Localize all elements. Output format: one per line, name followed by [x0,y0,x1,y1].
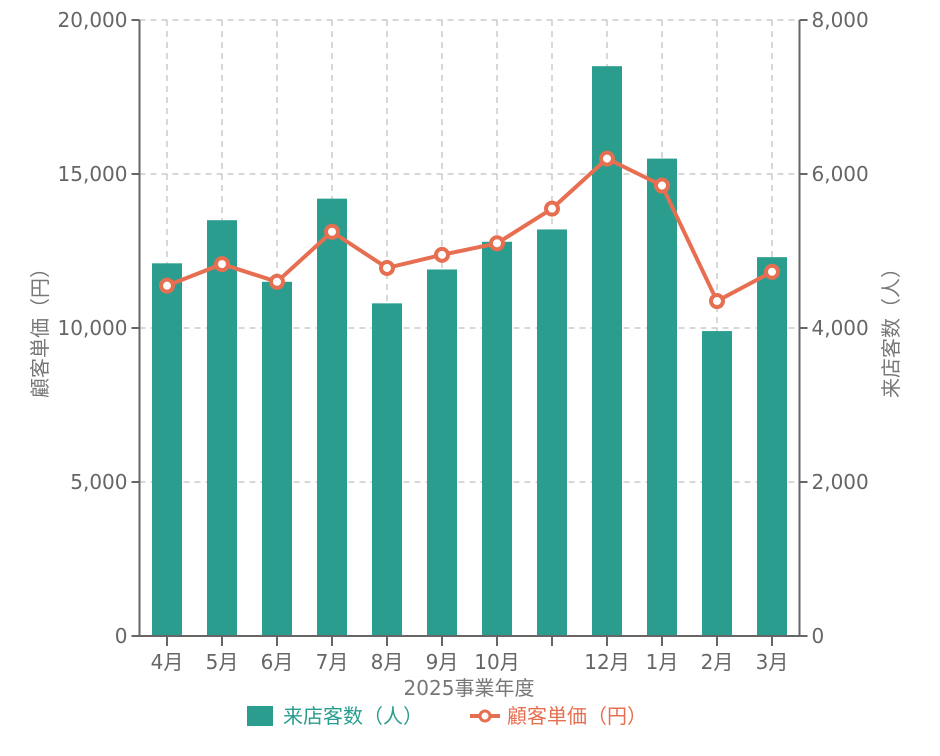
line-point [544,200,560,217]
line-point [764,263,780,280]
x-tick-label: 7月 [316,650,349,674]
line-path [166,156,773,304]
x-tick-label: 6月 [261,650,294,674]
y-right-tick-label: 6,000 [812,162,869,186]
x-axis-label: 2025事業年度 [404,676,535,700]
bar [207,220,237,636]
line-point [379,259,395,276]
legend-label-bar: 来店客数（人） [283,704,423,728]
bar [262,281,292,636]
line-point [599,150,615,167]
line-point [269,273,285,290]
line-point [324,223,340,240]
bar [482,241,512,636]
x-tick-label: 2月 [701,650,734,674]
grid [139,19,800,636]
x-tick-label: 3月 [756,650,789,674]
line-point [654,177,670,194]
line-point [709,293,725,310]
bar [427,269,457,636]
x-tick-label: 5月 [206,650,239,674]
bar [537,229,567,636]
y-left-tick-label: 15,000 [58,162,128,186]
y-right-tick-label: 4,000 [812,316,869,340]
bar [372,303,402,636]
legend-swatch-bar [247,706,273,726]
legend: 来店客数（人） 顧客単価（円） [247,704,647,728]
legend-label-line: 顧客単価（円） [507,704,647,728]
bar [702,331,732,636]
y-left-tick-label: 20,000 [58,8,128,32]
x-tick-label: 8月 [371,650,404,674]
x-tick-label: 10月 [474,650,519,674]
line-point [434,246,450,263]
y-right-tick-label: 8,000 [812,8,869,32]
bar [757,257,787,636]
y-axis-right-label: 来店客数（人） [879,258,903,398]
x-tick-label: 1月 [646,650,679,674]
line-point [214,256,230,273]
y-left-tick-label: 5,000 [70,470,127,494]
bar [152,263,182,636]
y-right-tick-label: 0 [812,624,825,648]
legend-swatch-marker [478,709,492,723]
y-left-tick-label: 10,000 [58,316,128,340]
line-point [489,235,505,252]
y-right-tick-label: 2,000 [812,470,869,494]
bar [317,198,347,636]
bar [647,158,677,636]
x-tick-label: 9月 [426,650,459,674]
bar-series [152,66,787,636]
axes: 0 0 5,000 2,000 10,000 4,000 15,000 6,000 20,000… [58,8,869,674]
y-axis-left-label: 顧客単価（円） [28,258,52,398]
line-series [159,150,780,310]
x-tick-label: 4月 [151,650,184,674]
y-left-tick-label: 0 [115,624,128,648]
line-point [159,277,175,294]
x-tick-label: 12月 [584,650,629,674]
